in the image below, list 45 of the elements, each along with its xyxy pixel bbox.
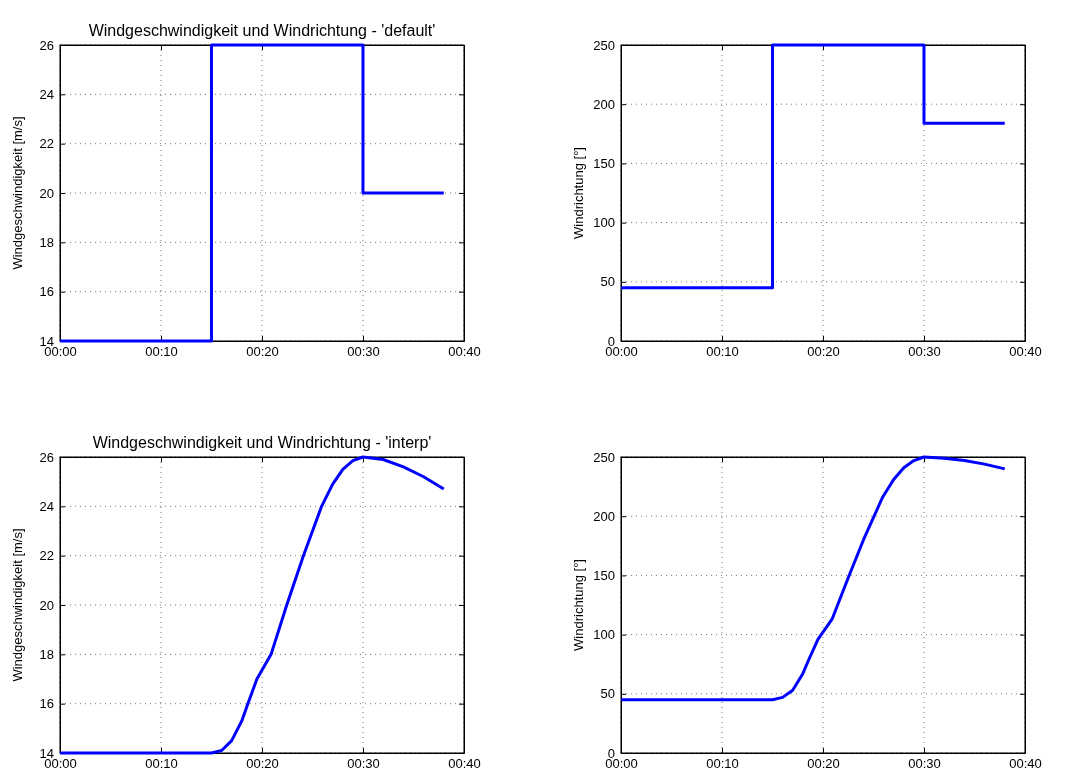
x-tick-label: 00:10 <box>145 344 178 360</box>
y-tick-label: 150 <box>593 568 615 584</box>
x-tick-label: 00:30 <box>908 756 941 772</box>
y-tick-label: 24 <box>39 498 54 514</box>
y-tick-label: 18 <box>39 234 54 250</box>
y-tick-label: 150 <box>593 156 615 172</box>
y-tick-label: 26 <box>39 449 54 465</box>
y-tick-label: 50 <box>600 274 615 290</box>
x-tick-label: 00:30 <box>347 344 380 360</box>
x-tick-label: 00:10 <box>706 756 739 772</box>
x-tick-label: 00:20 <box>807 344 840 360</box>
y-tick-label: 24 <box>39 86 54 102</box>
x-tick-label: 00:40 <box>1009 756 1042 772</box>
y-tick-label: 18 <box>39 646 54 662</box>
y-axis-title: Windrichtung [°] <box>571 559 586 651</box>
x-tick-label: 00:30 <box>347 756 380 772</box>
line-series <box>619 455 1007 702</box>
chart-title: Windgeschwindigkeit und Windrichtung - 'interp' <box>92 434 432 451</box>
y-axis-title: Windgeschwindigkeit [m/s] <box>10 528 25 682</box>
y-tick-label: 50 <box>600 686 615 702</box>
y-tick-label: 26 <box>39 37 54 53</box>
y-tick-label: 20 <box>39 185 54 201</box>
y-axis-title: Windgeschwindigkeit [m/s] <box>10 116 25 270</box>
y-tick-label: 100 <box>593 627 615 643</box>
y-tick-label: 250 <box>593 37 615 53</box>
y-tick-label: 16 <box>39 696 54 712</box>
y-tick-label: 200 <box>593 96 615 112</box>
y-tick-label: 22 <box>39 548 54 564</box>
y-tick-label: 200 <box>593 508 615 524</box>
x-tick-label: 00:40 <box>448 344 481 360</box>
x-tick-label: 00:30 <box>908 344 941 360</box>
chart-title: Windgeschwindigkeit und Windrichtung - 'default' <box>88 22 436 39</box>
y-tick-label: 100 <box>593 215 615 231</box>
y-tick-label: 22 <box>39 136 54 152</box>
y-tick-label: 250 <box>593 449 615 465</box>
y-tick-label: 16 <box>39 284 54 300</box>
x-tick-label: 00:20 <box>807 756 840 772</box>
x-tick-label: 00:40 <box>448 756 481 772</box>
x-tick-label: 00:40 <box>1009 344 1042 360</box>
y-tick-label: 20 <box>39 597 54 613</box>
y-axis-title: Windrichtung [°] <box>571 147 586 239</box>
x-tick-label: 00:20 <box>246 344 279 360</box>
x-tick-label: 00:10 <box>706 344 739 360</box>
x-tick-label: 00:10 <box>145 756 178 772</box>
x-tick-label: 00:20 <box>246 756 279 772</box>
